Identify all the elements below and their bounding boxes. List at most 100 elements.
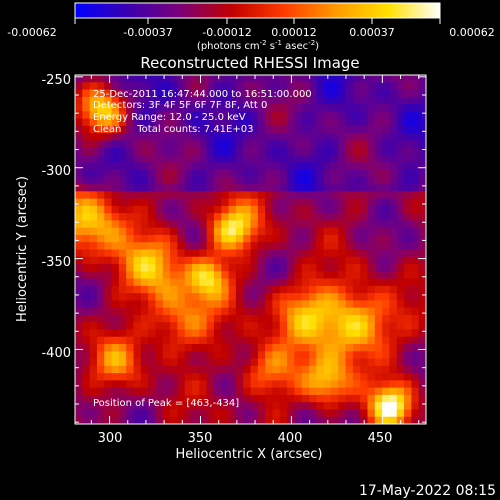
heatmap-cell: [184, 234, 193, 243]
heatmap-cell: [118, 227, 127, 236]
heatmap-cell: [367, 314, 376, 323]
heatmap-cell: [118, 133, 127, 142]
heatmap-cell: [199, 96, 208, 105]
heatmap-cell: [301, 394, 310, 403]
heatmap-cell: [338, 365, 347, 374]
heatmap-cell: [272, 96, 281, 105]
heatmap-cell: [382, 184, 391, 192]
heatmap-cell: [279, 322, 288, 331]
heatmap-cell: [184, 162, 193, 171]
heatmap-cell: [243, 191, 252, 200]
heatmap-cell: [287, 365, 295, 374]
heatmap-cell: [265, 89, 274, 98]
heatmap-cell: [104, 191, 113, 200]
heatmap-cell: [155, 140, 164, 149]
heatmap-cell: [221, 227, 230, 236]
heatmap-cell: [411, 205, 420, 214]
heatmap-cell: [118, 242, 127, 251]
heatmap-cell: [148, 300, 157, 309]
heatmap-cell: [250, 256, 259, 265]
heatmap-cell: [243, 154, 252, 163]
heatmap-cell: [126, 387, 135, 396]
heatmap-cell: [177, 314, 186, 323]
heatmap-cell: [418, 89, 426, 98]
heatmap-cell: [155, 351, 164, 360]
heatmap-cell: [330, 227, 339, 236]
heatmap-cell: [228, 409, 237, 418]
heatmap-cell: [133, 336, 142, 345]
heatmap-cell: [396, 89, 405, 98]
heatmap-cell: [140, 387, 149, 396]
heatmap-cell: [338, 147, 347, 156]
heatmap-cell: [287, 104, 295, 112]
heatmap-cell: [228, 89, 237, 98]
heatmap-cell: [243, 89, 252, 98]
heatmap-cell: [309, 104, 317, 112]
heatmap-cell: [287, 213, 295, 222]
heatmap-cell: [235, 234, 244, 243]
heatmap-cell: [228, 169, 237, 178]
heatmap-cell: [323, 82, 332, 91]
heatmap-cell: [279, 344, 288, 352]
heatmap-cell: [206, 227, 215, 236]
heatmap-cell: [221, 147, 230, 156]
heatmap-cell: [155, 82, 164, 91]
heatmap-cell: [75, 416, 83, 424]
heatmap-cell: [323, 89, 332, 98]
heatmap-cell: [126, 213, 135, 222]
heatmap-cell: [148, 409, 157, 418]
heatmap-cell: [140, 365, 149, 374]
heatmap-cell: [133, 365, 142, 374]
heatmap-cell: [411, 394, 420, 403]
heatmap-cell: [235, 344, 244, 352]
heatmap-cell: [279, 380, 288, 389]
heatmap-cell: [89, 111, 98, 120]
heatmap-cell: [148, 154, 157, 163]
heatmap-cell: [104, 111, 113, 120]
heatmap-cell: [162, 89, 171, 98]
heatmap-cell: [111, 234, 120, 243]
heatmap-cell: [396, 387, 405, 396]
heatmap-cell: [148, 111, 157, 120]
heatmap-cell: [396, 365, 405, 374]
heatmap-cell: [75, 256, 83, 265]
heatmap-cell: [389, 89, 398, 98]
heatmap-cell: [382, 329, 391, 338]
heatmap-cell: [257, 387, 266, 396]
heatmap-cell: [213, 351, 222, 360]
heatmap-cell: [140, 402, 149, 411]
heatmap-cell: [411, 198, 420, 207]
heatmap-cell: [382, 234, 391, 243]
heatmap-cell: [75, 293, 83, 301]
heatmap-cell: [104, 380, 113, 389]
heatmap-cell: [382, 104, 391, 112]
heatmap-cell: [162, 213, 171, 222]
heatmap-cell: [243, 409, 252, 418]
heatmap-cell: [126, 307, 135, 316]
heatmap-cell: [265, 213, 274, 222]
heatmap-cell: [213, 293, 222, 301]
heatmap-cell: [257, 307, 266, 316]
heatmap-cell: [199, 176, 208, 185]
heatmap-cell: [184, 154, 193, 163]
heatmap-cell: [265, 75, 274, 83]
heatmap-cell: [396, 402, 405, 411]
heatmap-cell: [213, 184, 222, 192]
heatmap-cell: [279, 416, 288, 424]
heatmap-cell: [133, 198, 142, 207]
heatmap-cell: [374, 402, 383, 411]
heatmap-cell: [418, 271, 426, 280]
heatmap-cell: [367, 140, 376, 149]
heatmap-cell: [184, 242, 193, 251]
heatmap-cell: [75, 373, 83, 381]
heatmap-cell: [316, 96, 325, 105]
heatmap-cell: [396, 373, 405, 381]
heatmap-cell: [126, 358, 135, 367]
heatmap-cell: [82, 314, 91, 323]
heatmap-cell: [418, 184, 426, 192]
heatmap-cell: [367, 380, 376, 389]
heatmap-cell: [243, 344, 252, 352]
heatmap-cell: [140, 191, 149, 200]
heatmap-cell: [104, 234, 113, 243]
heatmap-cell: [221, 416, 230, 424]
